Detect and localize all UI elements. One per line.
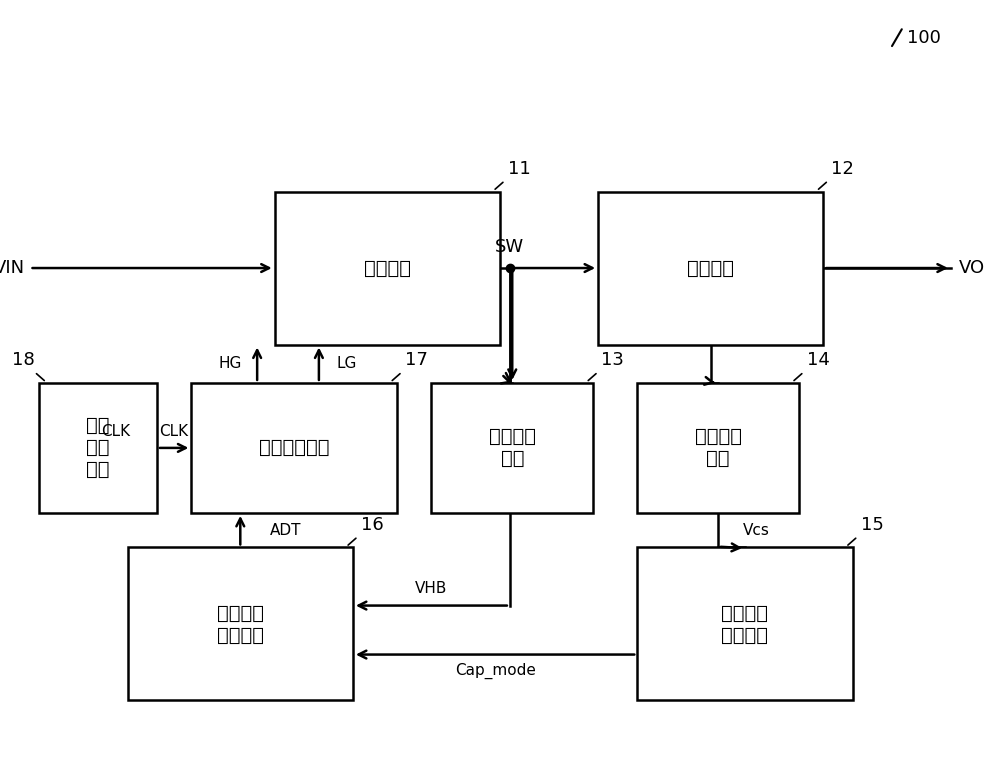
Text: 时钟
发生
电路: 时钟 发生 电路 [86,416,110,480]
Text: 谐振槽路: 谐振槽路 [687,259,734,277]
Text: ADT: ADT [270,522,301,537]
Text: 开关电路: 开关电路 [364,259,411,277]
Bar [637,547,853,701]
Text: VIN: VIN [0,259,25,277]
Text: 电流采样
电路: 电流采样 电路 [695,427,742,469]
Text: 容性模式
判断电路: 容性模式 判断电路 [722,604,768,644]
Bar [191,383,397,513]
Text: 死区时间
调整电路: 死区时间 调整电路 [217,604,264,644]
Text: SW: SW [495,237,524,255]
Text: 14: 14 [807,351,830,369]
Bar [39,383,157,513]
Text: LG: LG [336,356,357,371]
Text: VHB: VHB [415,581,448,596]
Text: 15: 15 [861,515,884,533]
Text: HG: HG [218,356,241,371]
Text: 开关控制电路: 开关控制电路 [259,438,329,458]
Text: 100: 100 [907,30,941,48]
Text: 16: 16 [361,515,384,533]
Bar [598,191,823,344]
Text: 斜率采样
电路: 斜率采样 电路 [489,427,536,469]
Bar [128,547,353,701]
Text: 18: 18 [12,351,34,369]
Text: 17: 17 [405,351,428,369]
Text: CLK: CLK [160,423,189,439]
Text: 13: 13 [601,351,624,369]
Text: VO: VO [959,259,985,277]
Text: 12: 12 [831,160,854,178]
Text: Cap_mode: Cap_mode [455,663,536,679]
Text: 11: 11 [508,160,531,178]
Bar [637,383,799,513]
Text: CLK: CLK [101,423,130,439]
Bar [431,383,593,513]
Bar [275,191,500,344]
Text: Vcs: Vcs [743,522,769,537]
